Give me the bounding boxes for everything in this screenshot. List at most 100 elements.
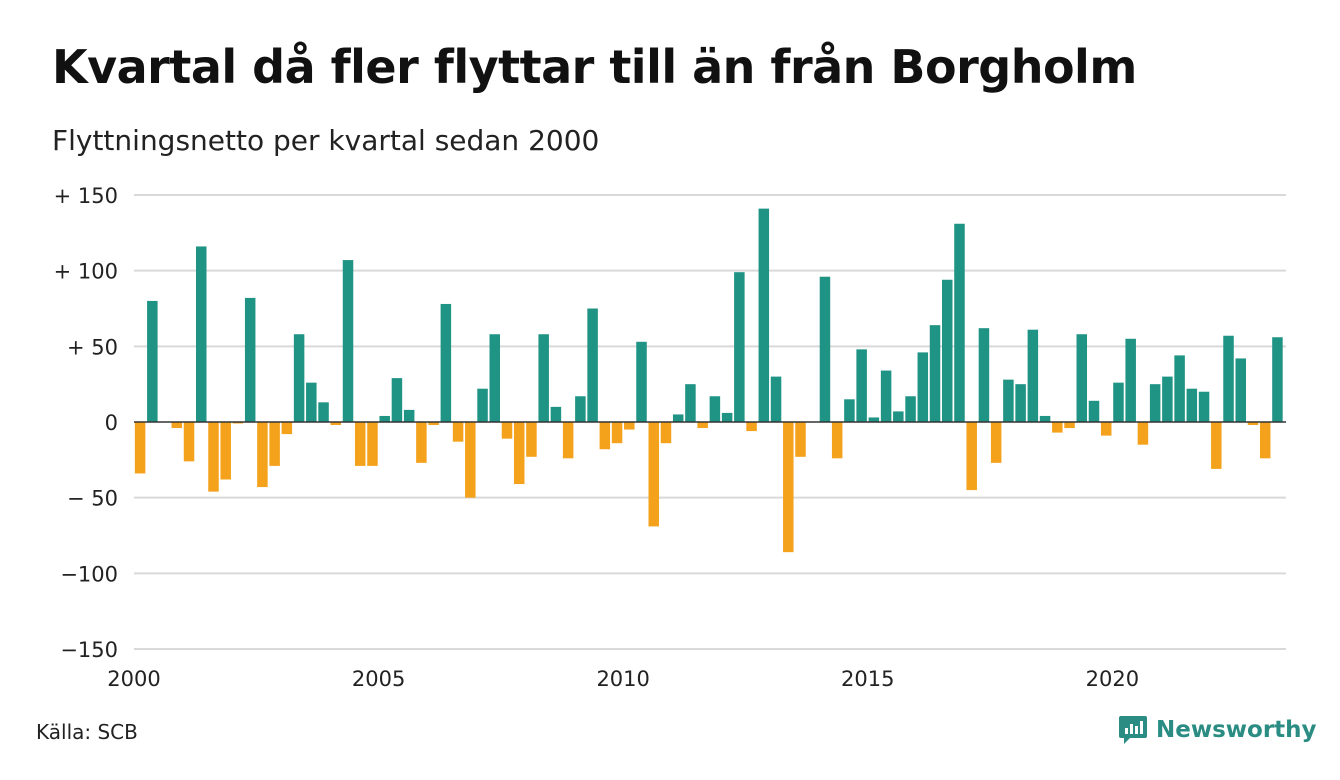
- bar: [391, 378, 403, 422]
- bar: [318, 402, 329, 422]
- bar: [1015, 384, 1026, 422]
- bar: [465, 422, 476, 498]
- bar: [880, 370, 892, 422]
- bar: [1137, 422, 1149, 445]
- bar: [208, 422, 219, 492]
- bar: [1125, 338, 1136, 422]
- bar: [1272, 337, 1283, 422]
- bar: [513, 422, 525, 485]
- gridlines: [134, 194, 1286, 650]
- bar: [1162, 376, 1173, 422]
- x-tick-label: 2020: [1086, 667, 1139, 691]
- bar: [171, 422, 183, 429]
- bar: [342, 260, 354, 422]
- bar: [770, 376, 782, 422]
- bar: [147, 300, 158, 422]
- bar: [1186, 388, 1198, 422]
- bar: [1052, 422, 1063, 433]
- bar: [966, 422, 977, 491]
- bar: [905, 396, 916, 422]
- x-axis-ticks: 2000 2005 2010 2015 2020: [107, 667, 1139, 691]
- bar: [746, 422, 757, 432]
- bar: [1113, 382, 1124, 422]
- bar: [244, 297, 256, 422]
- bar: [929, 325, 941, 422]
- brand[interactable]: Newsworthy: [1118, 714, 1317, 746]
- y-tick-label: + 50: [67, 335, 118, 359]
- bar: [672, 414, 684, 422]
- bar: [954, 223, 965, 422]
- bar: [440, 303, 452, 422]
- bar: [220, 422, 231, 480]
- bar: [416, 422, 427, 463]
- bar: [831, 422, 843, 459]
- bar: [1223, 335, 1234, 422]
- bar: [819, 276, 831, 422]
- bar: [562, 422, 574, 459]
- bar: [1211, 422, 1222, 469]
- x-tick-label: 2010: [596, 667, 649, 691]
- bar: [1064, 422, 1075, 429]
- y-tick-label: + 100: [54, 260, 118, 284]
- bar: [1076, 334, 1088, 422]
- bar: [1088, 400, 1100, 422]
- x-tick-label: 2000: [107, 667, 160, 691]
- bar: [685, 384, 696, 422]
- bar: [1100, 422, 1112, 436]
- bar: [795, 422, 806, 457]
- y-tick-label: + 150: [54, 184, 118, 208]
- bar: [599, 422, 611, 450]
- bar: [354, 422, 366, 466]
- bar: [257, 422, 268, 488]
- bar: [281, 422, 293, 435]
- bar: [758, 208, 770, 422]
- bar: [1149, 384, 1161, 422]
- chart-title: Kvartal då fler flyttar till än från Bor…: [52, 40, 1137, 94]
- bar: [697, 422, 708, 429]
- newsworthy-logo-icon: [1119, 716, 1147, 744]
- bar: [1003, 379, 1014, 422]
- bar: [783, 422, 794, 553]
- bar: [1198, 391, 1210, 422]
- chart-subtitle: Flyttningsnetto per kvartal sedan 2000: [52, 124, 600, 157]
- bar: [452, 422, 464, 442]
- bar: [367, 422, 378, 466]
- bar: [477, 388, 488, 422]
- bar: [526, 422, 537, 457]
- bar: [403, 409, 415, 422]
- bar: [844, 399, 855, 422]
- bar: [1039, 415, 1051, 422]
- bar: [379, 415, 390, 422]
- bar: [917, 352, 929, 422]
- bar: [575, 396, 586, 422]
- bar: [501, 422, 513, 439]
- y-tick-label: 0: [105, 411, 118, 435]
- bar: [330, 422, 342, 426]
- bar: [1174, 355, 1185, 422]
- bar: [1247, 422, 1259, 426]
- source-note: Källa: SCB: [36, 720, 138, 744]
- bar: [709, 396, 721, 422]
- bar: [648, 422, 659, 527]
- bar: [636, 341, 647, 422]
- bar: [734, 272, 745, 422]
- bar: [550, 406, 562, 422]
- y-tick-label: − 50: [67, 487, 118, 511]
- bar: [611, 422, 623, 444]
- bar: [587, 308, 598, 422]
- bars: [134, 208, 1283, 553]
- bar: [538, 334, 549, 422]
- bar: [293, 334, 305, 422]
- bar: [489, 334, 501, 422]
- bar: [134, 422, 146, 474]
- bar: [856, 349, 867, 422]
- bar: [232, 422, 244, 424]
- bar: [893, 411, 904, 422]
- bar: [1259, 422, 1271, 459]
- x-tick-label: 2015: [841, 667, 894, 691]
- brand-name: Newsworthy: [1156, 717, 1317, 743]
- bar: [942, 279, 953, 422]
- bar: [1027, 329, 1039, 422]
- bar: [196, 246, 207, 422]
- y-tick-label: −100: [60, 562, 118, 586]
